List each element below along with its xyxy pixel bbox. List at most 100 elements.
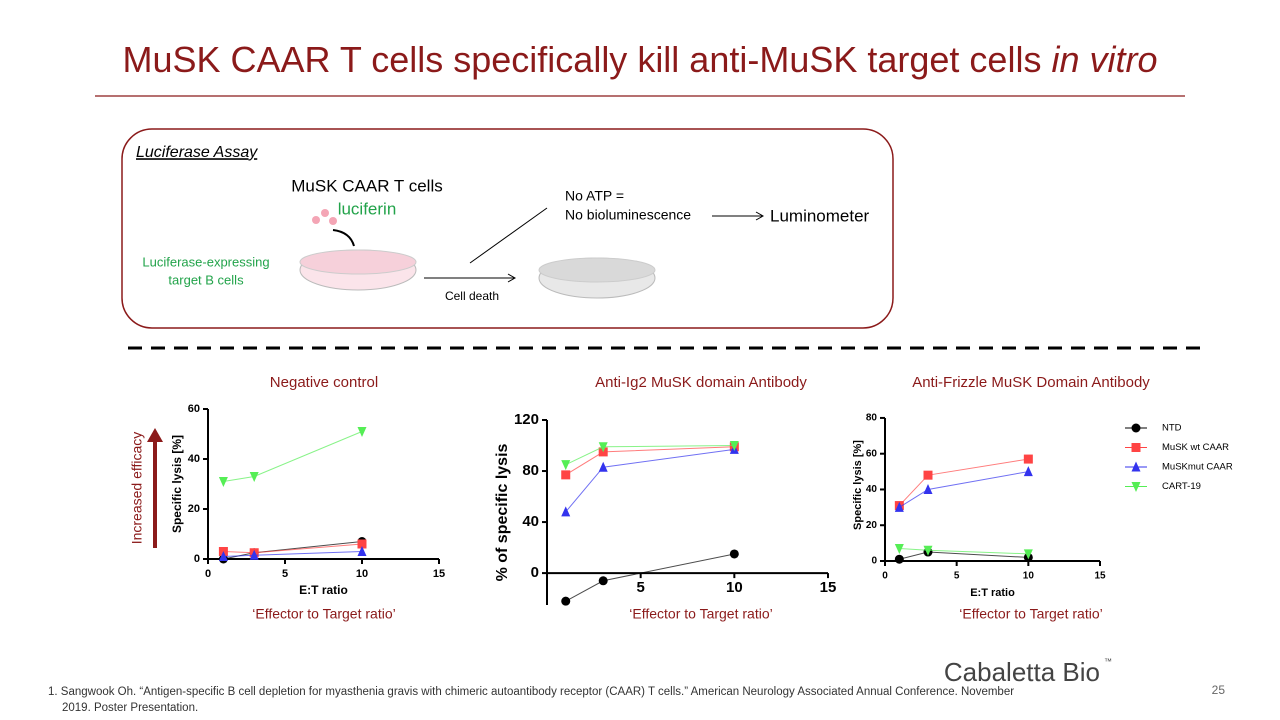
point	[357, 427, 367, 437]
point	[1023, 454, 1033, 464]
y-tick-label: 40	[866, 484, 878, 495]
assay-target-1: Luciferase-expressing	[142, 254, 269, 269]
assay-result-2: No bioluminescence	[565, 207, 691, 223]
series-line	[565, 445, 735, 466]
footnote-1: 1. Sangwook Oh. “Antigen-specific B cell…	[48, 686, 1014, 698]
point	[894, 543, 904, 554]
chart-caption: ‘Effector to Target ratio’	[252, 606, 395, 622]
legend-marker	[1131, 461, 1141, 472]
arrow-head	[755, 211, 765, 221]
point	[357, 539, 367, 549]
title-main: MuSK CAAR T cells specifically kill anti…	[122, 39, 1041, 80]
dish-live-top	[299, 249, 417, 275]
legend-label: NTD	[1162, 423, 1182, 434]
chart-title: Anti-Frizzle MuSK Domain Antibody	[912, 374, 1150, 391]
point	[249, 472, 259, 482]
slide-title: MuSK CAAR T cells specifically kill anti…	[122, 39, 1157, 80]
assay-target-2: target B cells	[168, 272, 244, 287]
dish-dead-top	[538, 257, 656, 283]
assay-substrate: luciferin	[338, 199, 397, 218]
assay-result-1: No ATP =	[565, 188, 624, 204]
chart-caption: ‘Effector to Target ratio’	[629, 606, 772, 622]
point	[1023, 466, 1033, 477]
point	[923, 470, 933, 480]
legend-marker	[1131, 423, 1141, 433]
point	[357, 546, 367, 556]
series-line	[899, 471, 1029, 508]
point	[923, 483, 933, 494]
logo: Cabaletta Bio	[944, 657, 1100, 687]
y-tick-label: 0	[531, 564, 539, 581]
assay-event: Cell death	[445, 289, 499, 303]
point	[218, 477, 228, 487]
logo-tm: ™	[1104, 657, 1112, 666]
series-line	[899, 547, 1029, 555]
legend-marker	[1131, 482, 1141, 492]
chart-caption: ‘Effector to Target ratio’	[959, 606, 1102, 622]
series-line	[565, 553, 735, 602]
x-tick-label: 0	[205, 568, 211, 580]
x-tick-label: 10	[726, 579, 743, 596]
y-axis-label: % of specific lysis	[494, 443, 511, 581]
y-tick-label: 0	[194, 553, 200, 565]
x-tick-label: 5	[636, 579, 644, 596]
assay-heading: Luciferase Assay	[136, 144, 258, 161]
arrow-head	[507, 273, 517, 283]
y-tick-label: 0	[871, 556, 877, 567]
point	[561, 460, 571, 471]
point	[894, 554, 904, 564]
x-tick-label: 10	[1023, 571, 1035, 582]
point	[894, 501, 904, 512]
y-tick-label: 40	[522, 513, 539, 530]
y-tick-label: 60	[866, 448, 878, 459]
series-line	[223, 431, 363, 482]
point	[561, 596, 571, 606]
series-line	[565, 448, 735, 513]
droplets	[312, 209, 337, 225]
legend-label: MuSK wt CAAR	[1162, 442, 1229, 453]
legend-label: CART-19	[1162, 481, 1201, 492]
point	[1023, 549, 1033, 560]
pipette-arrow	[332, 229, 355, 247]
y-tick-label: 60	[188, 403, 200, 415]
point	[561, 506, 571, 517]
y-tick-label: 20	[866, 520, 878, 531]
series-line	[898, 458, 1029, 506]
y-tick-label: 120	[514, 411, 539, 428]
chart-title: Negative control	[270, 374, 378, 391]
point	[218, 551, 228, 561]
point	[729, 549, 739, 559]
footnote-2: 2019. Poster Presentation.	[62, 702, 198, 714]
legend-label: MuSKmut CAAR	[1162, 462, 1233, 473]
y-tick-label: 80	[522, 462, 539, 479]
y-axis-label: Specific lysis [%]	[170, 435, 184, 533]
title-italic: in vitro	[1051, 39, 1157, 80]
x-axis-label: E:T ratio	[299, 583, 348, 597]
x-tick-label: 10	[356, 568, 368, 580]
y-tick-label: 20	[188, 503, 200, 515]
assay-device: Luminometer	[770, 206, 870, 225]
page-number: 25	[1212, 683, 1226, 697]
point	[729, 441, 739, 452]
point	[598, 442, 608, 453]
point	[561, 470, 571, 480]
assay-box	[121, 128, 894, 329]
point	[598, 461, 608, 472]
side-label: Increased efficacy	[129, 432, 145, 545]
series-line	[223, 541, 363, 560]
point	[598, 576, 608, 586]
y-axis-label: Specific lysis [%]	[852, 440, 864, 530]
x-axis-label: E:T ratio	[970, 587, 1015, 599]
chart-title: Anti-Ig2 MuSK domain Antibody	[595, 374, 807, 391]
x-tick-label: 15	[820, 579, 837, 596]
legend-marker	[1131, 443, 1141, 452]
x-tick-label: 5	[954, 571, 960, 582]
x-tick-label: 15	[1094, 571, 1106, 582]
point	[249, 549, 259, 560]
x-tick-label: 5	[282, 568, 288, 580]
y-tick-label: 40	[188, 453, 200, 465]
assay-cells: MuSK CAAR T cells	[291, 176, 442, 195]
x-tick-label: 0	[882, 571, 888, 582]
